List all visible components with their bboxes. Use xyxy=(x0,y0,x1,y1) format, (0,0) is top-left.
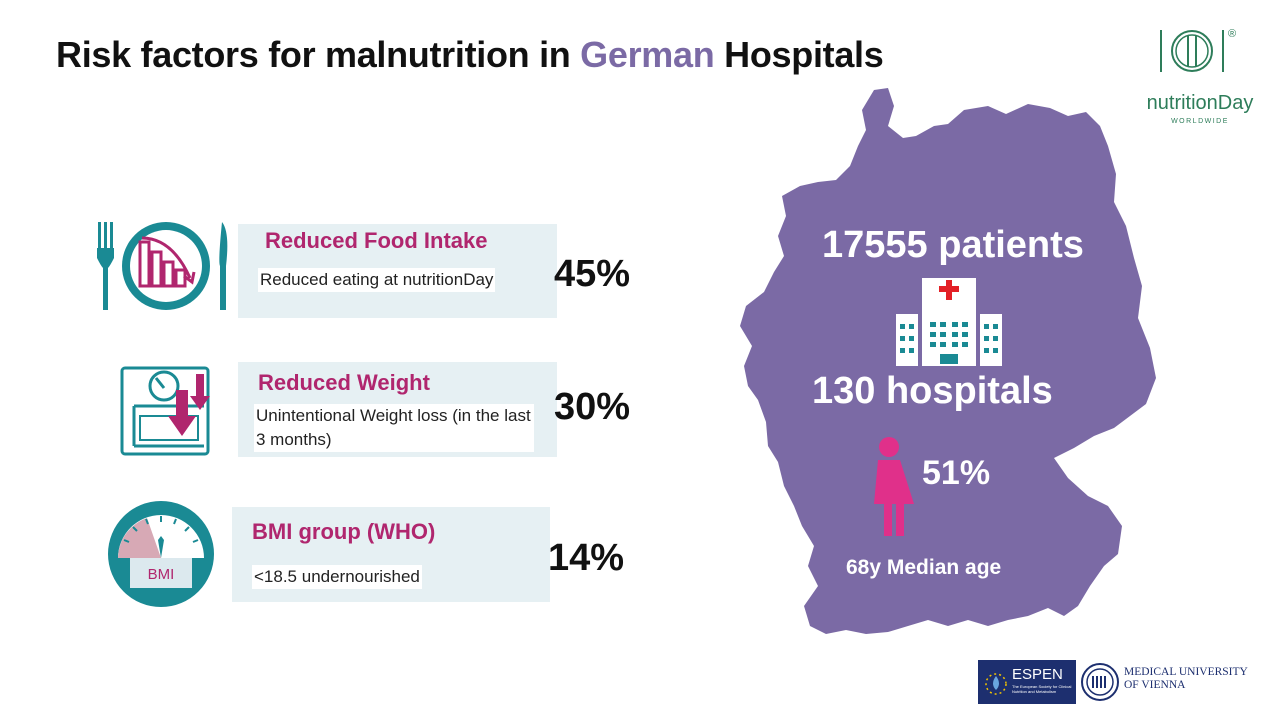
university-name: MEDICAL UNIVERSITY OF VIENNA xyxy=(1124,666,1248,691)
factor-card-food-intake: Reduced Food Intake Reduced eating at nu… xyxy=(238,224,557,318)
title-highlight: German xyxy=(580,34,715,75)
espen-drop-icon xyxy=(985,673,1007,695)
espen-logo: ESPEN The European Society for Clinical … xyxy=(978,660,1076,704)
hospital-icon xyxy=(896,278,1002,366)
factor-percent: 14% xyxy=(548,537,625,579)
factor-title: Reduced Weight xyxy=(258,370,430,395)
plate-fork-knife-icon xyxy=(97,222,228,310)
page-title: Risk factors for malnutrition in German … xyxy=(56,34,884,76)
nutritionday-emblem-icon xyxy=(1160,30,1224,72)
factor-description: Unintentional Weight loss (in the last 3… xyxy=(254,404,534,452)
female-person-icon xyxy=(874,437,914,536)
factor-card-bmi: BMI group (WHO) <18.5 undernourished xyxy=(232,507,550,602)
female-percent: 51% xyxy=(922,454,991,492)
registered-mark: ® xyxy=(1228,28,1237,40)
espen-subtitle: The European Society for Clinical Nutrit… xyxy=(1012,684,1072,694)
nutritionday-logo: ® nutritionDay WORLDWIDE xyxy=(1130,28,1270,128)
patients-count: 17555 patients xyxy=(822,224,1084,266)
factor-title: Reduced Food Intake xyxy=(265,228,488,253)
title-text-end: Hospitals xyxy=(714,34,884,75)
bmi-gauge-icon: BMI xyxy=(108,501,214,607)
hospitals-count: 130 hospitals xyxy=(812,370,1053,412)
scale-arrow-down-icon xyxy=(120,366,210,456)
factor-title: BMI group (WHO) xyxy=(252,519,436,544)
factor-description: <18.5 undernourished xyxy=(252,565,422,589)
espen-name: ESPEN xyxy=(1012,666,1063,683)
bmi-icon-label: BMI xyxy=(148,566,175,583)
factor-description: Reduced eating at nutritionDay xyxy=(258,268,496,292)
factor-percent: 45% xyxy=(554,253,631,295)
university-seal-icon xyxy=(1081,663,1119,701)
medical-university-vienna-logo: MEDICAL UNIVERSITY OF VIENNA xyxy=(1080,660,1260,704)
median-age: 68y Median age xyxy=(846,556,1002,579)
factor-card-weight: Reduced Weight Unintentional Weight loss… xyxy=(238,362,557,457)
logo-name: nutritionDay xyxy=(1146,92,1254,114)
logo-subtitle: WORLDWIDE xyxy=(1171,118,1229,125)
factor-percent: 30% xyxy=(554,386,631,428)
title-text: Risk factors for malnutrition in xyxy=(56,34,581,75)
